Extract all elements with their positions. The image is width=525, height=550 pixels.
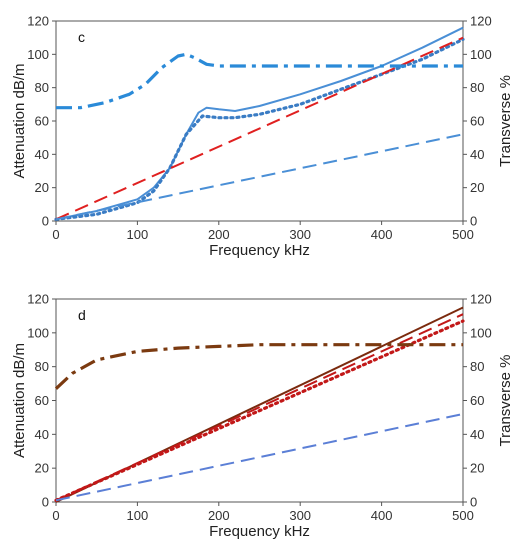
y2-tick-label: 80 xyxy=(470,80,484,95)
y-tick-label: 40 xyxy=(35,147,49,162)
y2-axis-label: Transverse % xyxy=(497,75,514,167)
x-tick-label: 300 xyxy=(289,227,311,242)
y2-tick-label: 60 xyxy=(470,393,484,408)
y-tick-label: 20 xyxy=(35,180,49,195)
y-tick-label: 60 xyxy=(35,393,49,408)
x-axis-label: Frequency kHz xyxy=(209,242,310,259)
x-tick-label: 0 xyxy=(52,227,59,242)
series-line-dashed xyxy=(55,413,464,502)
y-tick-label: 40 xyxy=(35,427,49,442)
x-tick-label: 500 xyxy=(452,508,474,523)
y-tick-label: 0 xyxy=(42,495,49,510)
y2-tick-label: 40 xyxy=(470,427,484,442)
y-axis-label: Attenuation dB/m xyxy=(11,63,28,178)
y-tick-label: 20 xyxy=(35,461,49,476)
chart-panel-c: 0 100 200 300 400 500020406080100120020406080… xyxy=(11,14,514,260)
series-line-dotted xyxy=(54,319,465,502)
y-tick-label: 100 xyxy=(27,325,49,340)
x-tick-label: 100 xyxy=(127,227,149,242)
y2-tick-label: 40 xyxy=(470,147,484,162)
y2-tick-label: 100 xyxy=(470,47,492,62)
series-line-dashed xyxy=(55,36,464,221)
x-tick-label: 200 xyxy=(208,227,230,242)
y-tick-label: 80 xyxy=(35,359,49,374)
y2-tick-label: 20 xyxy=(470,180,484,195)
series-line-dashed xyxy=(55,133,464,221)
y2-tick-label: 100 xyxy=(470,325,492,340)
y2-tick-label: 120 xyxy=(470,14,492,29)
y2-axis-label: Transverse % xyxy=(497,355,514,447)
y-tick-label: 80 xyxy=(35,80,49,95)
y-tick-label: 60 xyxy=(35,114,49,129)
x-axis-label: Frequency kHz xyxy=(209,523,310,540)
panel-label: c xyxy=(78,29,85,45)
series-line-dashdot xyxy=(56,52,463,110)
y2-tick-label: 80 xyxy=(470,359,484,374)
y2-tick-label: 0 xyxy=(470,495,477,510)
x-tick-label: 0 xyxy=(52,508,59,523)
x-tick-label: 100 xyxy=(127,508,149,523)
y2-tick-label: 20 xyxy=(470,461,484,476)
series-line-solid xyxy=(55,26,464,221)
y2-tick-label: 120 xyxy=(470,292,492,307)
y2-tick-label: 0 xyxy=(470,214,477,229)
series-line-dashdot xyxy=(54,343,463,390)
chart-panel-d: 0 100 200 300 400 500020406080100120020406080… xyxy=(11,292,514,541)
x-tick-label: 300 xyxy=(289,508,311,523)
y-axis-label: Attenuation dB/m xyxy=(11,343,28,458)
x-tick-label: 400 xyxy=(371,508,393,523)
y-tick-label: 120 xyxy=(27,14,49,29)
y-tick-label: 120 xyxy=(27,292,49,307)
y-tick-label: 100 xyxy=(27,47,49,62)
y-tick-label: 0 xyxy=(42,214,49,229)
x-tick-label: 200 xyxy=(208,508,230,523)
panel-label: d xyxy=(78,307,86,323)
x-tick-label: 400 xyxy=(371,227,393,242)
x-tick-label: 500 xyxy=(452,227,474,242)
y2-tick-label: 60 xyxy=(470,114,484,129)
